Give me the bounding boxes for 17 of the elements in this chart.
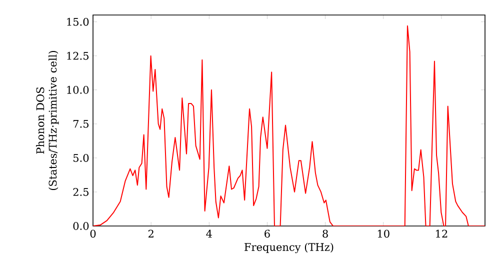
x-tick-label: 10 xyxy=(378,230,390,238)
x-tick-label: 0 xyxy=(90,230,96,238)
line-series xyxy=(93,25,486,226)
x-tick-label: 2 xyxy=(148,230,154,238)
y-tick-label: 0.0 xyxy=(73,222,89,230)
x-axis-title: Frequency (THz) xyxy=(244,242,334,254)
y-axis-title: Phonon DOS (States/THz·primitive cell) xyxy=(36,50,59,190)
y-tick-label: 15.0 xyxy=(67,18,89,26)
x-tick-label: 12 xyxy=(436,230,448,238)
y-tick-label: 5.0 xyxy=(74,154,89,162)
y-tick-label: 7.5 xyxy=(73,120,88,128)
y-tick-label: 12.5 xyxy=(67,52,88,60)
x-tick-label: 8 xyxy=(322,230,328,238)
x-tick-label: 4 xyxy=(206,230,212,238)
x-tick-label: 6 xyxy=(264,230,270,238)
y-tick-label: 10.0 xyxy=(67,86,89,94)
y-tick-label: 2.5 xyxy=(73,188,88,196)
